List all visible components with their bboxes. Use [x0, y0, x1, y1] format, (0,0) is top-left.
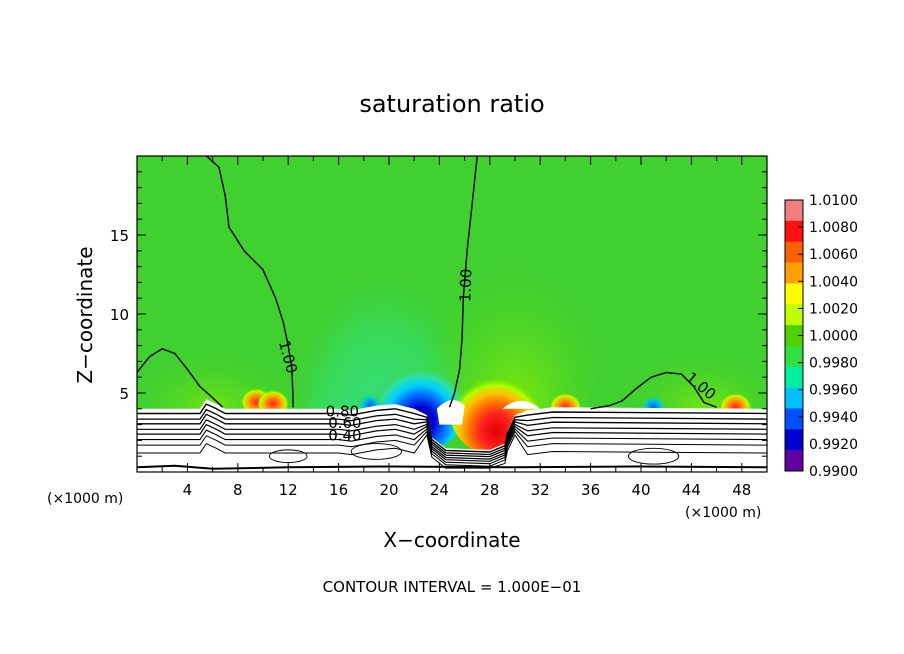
- colorbar-label: 1.0000: [809, 329, 858, 345]
- x-tick-label: 32: [531, 481, 550, 499]
- contour-closed-1: [350, 443, 403, 460]
- colorbar-swatch: [785, 325, 803, 347]
- colorbar-swatch: [785, 220, 803, 243]
- y-tick-label: 15: [110, 227, 129, 245]
- contour-label: 0.80: [326, 403, 359, 421]
- colorbar-swatch: [785, 200, 803, 222]
- colorbar-swatch: [785, 304, 803, 326]
- colorbar-label: 1.0060: [809, 247, 858, 263]
- colorbar-swatch: [785, 366, 803, 389]
- contour-stratified-3: [137, 413, 767, 458]
- x-tick-label: 36: [581, 481, 600, 499]
- x-axis-ticks: 4 8 12 16 20 24 28 32 36 40 44 48: [161, 156, 751, 499]
- colorbar-swatch: [785, 262, 803, 284]
- x-tick-label: 8: [233, 481, 243, 499]
- x-tick-label: 20: [379, 481, 398, 499]
- contour-stratified-5: [137, 423, 767, 462]
- contour-left-bump: [137, 348, 224, 408]
- contour-label: 0.40: [328, 426, 361, 444]
- colorbar-label: 1.0100: [809, 193, 858, 209]
- field-gap-1: [436, 400, 465, 425]
- contour-interval-footer: CONTOUR INTERVAL = 1.000E−01: [323, 578, 582, 596]
- y-tick-label: 10: [110, 306, 129, 324]
- colorbar-swatch: [785, 429, 803, 451]
- x-tick-label: 28: [480, 481, 499, 499]
- x-unit-right: (×1000 m): [685, 505, 761, 521]
- colorbar-label: 0.9980: [809, 356, 858, 372]
- saturation-field: [137, 156, 767, 472]
- contour-stratified-6: [137, 427, 767, 465]
- contour-left-100: [205, 156, 294, 408]
- contour-right-100: [590, 371, 717, 410]
- colorbar-label: 0.9940: [809, 410, 858, 426]
- contour-stratified-7: [137, 430, 767, 467]
- contour-stratified-4: [137, 419, 767, 460]
- x-tick-label: 4: [183, 481, 193, 499]
- chart-title: saturation ratio: [359, 90, 544, 118]
- contour-label: 0.60: [328, 414, 361, 432]
- contour-center-100: [448, 156, 478, 408]
- colorbar-swatch: [785, 450, 803, 472]
- colorbar-label: 0.9900: [809, 464, 858, 480]
- colorbar-swatch: [785, 345, 803, 368]
- colorbar-swatch: [785, 408, 803, 430]
- contour-stratified-1: [137, 403, 767, 453]
- colorbar-label: 1.0040: [809, 274, 858, 290]
- field-small-moist-2: [256, 386, 290, 416]
- colorbar-label: 0.9920: [809, 437, 858, 453]
- x-unit-left: (×1000 m): [47, 491, 123, 507]
- colorbar-label: 1.0020: [809, 301, 858, 317]
- x-tick-label: 24: [430, 481, 449, 499]
- colorbar-swatch: [785, 241, 803, 264]
- contour-closed-3: [627, 447, 680, 465]
- x-tick-label: 40: [631, 481, 650, 499]
- y-axis-ticks: 5 10 15: [110, 171, 767, 457]
- colorbar-label: 0.9960: [809, 383, 858, 399]
- x-tick-label: 48: [732, 481, 751, 499]
- field-gap-2: [502, 400, 541, 409]
- x-axis-label: X−coordinate: [383, 528, 520, 552]
- colorbar: 1.0100 1.0080 1.0060 1.0040 1.0020 1.0000 0.99…: [784, 193, 858, 480]
- colorbar-label: 1.0080: [809, 220, 858, 236]
- contour-label: 1.00: [456, 268, 475, 302]
- colorbar-swatch: [785, 387, 803, 409]
- contour-stratified-2: [137, 408, 767, 456]
- x-tick-label: 44: [682, 481, 701, 499]
- contour-stratified-8: [137, 433, 767, 469]
- colorbar-swatch: [785, 283, 803, 305]
- contour-closed-2: [268, 449, 308, 463]
- y-tick-label: 5: [119, 385, 129, 403]
- x-tick-label: 12: [279, 481, 298, 499]
- x-tick-label: 16: [329, 481, 348, 499]
- y-axis-label: Z−coordinate: [73, 246, 97, 383]
